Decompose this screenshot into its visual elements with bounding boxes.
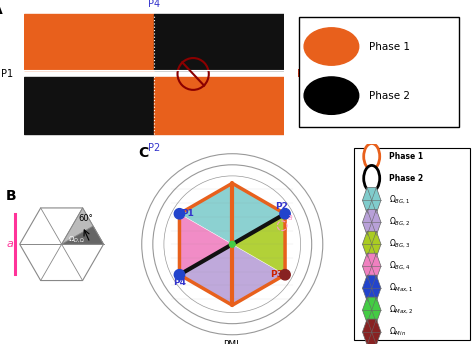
Circle shape xyxy=(364,143,380,170)
Text: $\Omega_{D,\Omega}$: $\Omega_{D,\Omega}$ xyxy=(68,234,85,244)
Text: P2: P2 xyxy=(148,143,160,153)
Circle shape xyxy=(174,208,185,219)
Text: 60°: 60° xyxy=(78,214,93,223)
Bar xyxy=(154,77,284,134)
Polygon shape xyxy=(232,244,285,305)
Bar xyxy=(24,14,154,71)
Text: P2: P2 xyxy=(275,202,288,211)
Text: P3: P3 xyxy=(271,270,283,279)
Bar xyxy=(24,77,154,134)
Polygon shape xyxy=(363,187,381,213)
Text: $\Omega_{Min}$: $\Omega_{Min}$ xyxy=(389,326,406,338)
Polygon shape xyxy=(363,253,381,279)
Text: P4: P4 xyxy=(148,0,160,9)
Circle shape xyxy=(280,270,290,280)
Bar xyxy=(154,14,284,71)
Text: $\Omega_{BG,3}$: $\Omega_{BG,3}$ xyxy=(389,238,410,250)
Polygon shape xyxy=(180,244,232,305)
Text: $\Omega_{Max,1}$: $\Omega_{Max,1}$ xyxy=(389,282,413,294)
Circle shape xyxy=(229,241,235,247)
Polygon shape xyxy=(180,214,232,275)
Circle shape xyxy=(364,165,380,191)
Polygon shape xyxy=(62,226,103,244)
Text: A: A xyxy=(0,3,3,17)
Text: a: a xyxy=(7,239,14,249)
Text: Phase 2: Phase 2 xyxy=(389,174,423,183)
Text: Phase 2: Phase 2 xyxy=(369,90,410,101)
Polygon shape xyxy=(363,319,381,344)
FancyBboxPatch shape xyxy=(355,149,470,340)
Text: $\Omega_{BG,4}$: $\Omega_{BG,4}$ xyxy=(389,260,410,272)
Text: P3: P3 xyxy=(298,69,310,79)
Text: P4: P4 xyxy=(173,278,186,287)
Polygon shape xyxy=(232,214,285,275)
Text: $\Omega_{Max,2}$: $\Omega_{Max,2}$ xyxy=(389,304,413,316)
Polygon shape xyxy=(20,208,103,281)
Polygon shape xyxy=(180,183,232,244)
Circle shape xyxy=(174,270,185,280)
Circle shape xyxy=(304,28,359,65)
Text: $\Omega_{BG,1}$: $\Omega_{BG,1}$ xyxy=(389,194,410,206)
Text: P1: P1 xyxy=(181,209,194,218)
Text: $\Omega_{BG,2}$: $\Omega_{BG,2}$ xyxy=(389,216,410,228)
Polygon shape xyxy=(232,183,285,244)
Text: PML: PML xyxy=(223,340,241,344)
Text: Phase 1: Phase 1 xyxy=(369,42,410,52)
Circle shape xyxy=(304,77,359,114)
Polygon shape xyxy=(363,231,381,257)
Text: Phase 1: Phase 1 xyxy=(389,152,423,161)
Text: P1: P1 xyxy=(1,69,13,79)
FancyBboxPatch shape xyxy=(299,17,459,127)
Polygon shape xyxy=(62,208,103,244)
Polygon shape xyxy=(363,275,381,301)
Text: B: B xyxy=(6,189,17,203)
Polygon shape xyxy=(363,209,381,235)
Text: a: a xyxy=(288,213,292,222)
Polygon shape xyxy=(363,297,381,323)
Circle shape xyxy=(280,208,290,219)
Text: C: C xyxy=(138,146,148,160)
